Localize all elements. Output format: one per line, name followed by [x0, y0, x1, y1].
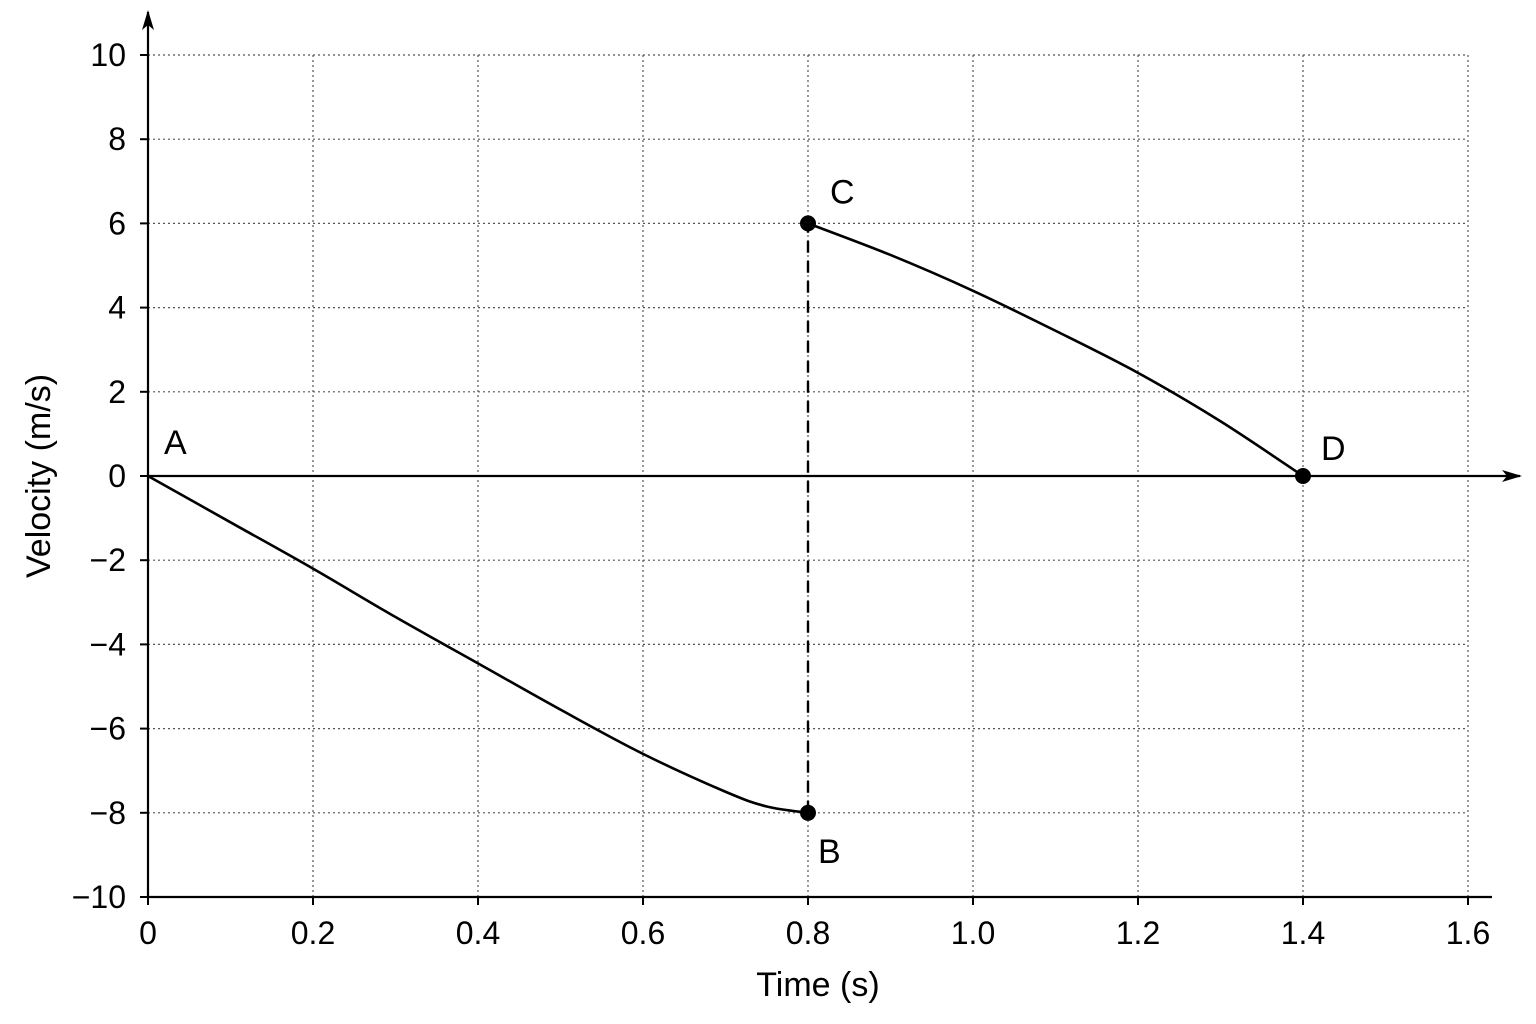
point-d-marker: [1295, 468, 1311, 484]
x-tick-label: 1.2: [1116, 915, 1160, 951]
y-tick-label: 8: [108, 121, 126, 157]
y-tick-label: −6: [90, 711, 126, 747]
ticks: 0 0.2 0.4 0.6 0.8 1.0 1.2 1.4 1.6 −10 −8 −6 −4 −2 0 2 4 6…: [72, 37, 1491, 951]
x-tick-label: 1.6: [1446, 915, 1490, 951]
y-axis-title: Velocity (m/s): [20, 374, 58, 578]
y-tick-label: 0: [108, 458, 126, 494]
y-tick-label: 10: [90, 37, 126, 73]
series-line-a-b: [147, 474, 809, 815]
x-tick-label: 0.8: [786, 915, 830, 951]
series-line-c-d: [807, 222, 1304, 478]
y-tick-label: 6: [108, 205, 126, 241]
x-tick-label: 0.4: [456, 915, 500, 951]
y-tick-label: −2: [90, 542, 126, 578]
y-tick-label: −4: [90, 626, 126, 662]
x-tick-label: 1.4: [1281, 915, 1325, 951]
y-tick-label: 2: [108, 374, 126, 410]
point-b-marker: [800, 804, 816, 821]
y-tick-label: −10: [72, 879, 126, 915]
axes: [142, 10, 1522, 899]
x-tick-label: 1.0: [951, 915, 995, 951]
point-labels: A B C D: [164, 173, 1346, 870]
x-tick-label: 0.2: [291, 915, 335, 951]
y-tick-label: −8: [90, 795, 126, 831]
x-tick-label: 0.6: [621, 915, 665, 951]
y-tick-label: 4: [108, 290, 126, 326]
x-axis-title: Time (s): [756, 966, 879, 1004]
point-c-label: C: [830, 173, 855, 211]
point-d-label: D: [1321, 430, 1346, 468]
data-series: [147, 215, 1311, 821]
point-a-label: A: [164, 424, 187, 462]
point-b-label: B: [818, 833, 841, 871]
x-tick-label: 0: [139, 915, 157, 951]
point-c-marker: [800, 215, 816, 232]
